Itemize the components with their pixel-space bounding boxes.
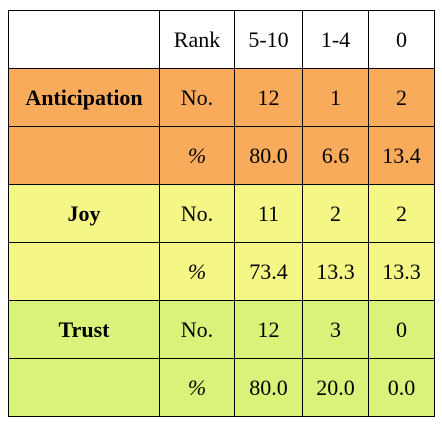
emotion-label: Joy <box>8 184 160 243</box>
value-cell: 2 <box>368 68 435 127</box>
value-cell: 13.3 <box>302 242 369 301</box>
value-cell: 3 <box>302 300 369 359</box>
value-cell: 20.0 <box>302 358 369 417</box>
table-row: Joy No. 11 2 2 <box>8 184 435 243</box>
emotion-label <box>8 358 160 417</box>
header-0: 0 <box>368 10 435 69</box>
value-cell: 13.3 <box>368 242 435 301</box>
table-row: % 80.0 20.0 0.0 <box>8 358 435 417</box>
value-cell: 12 <box>234 300 303 359</box>
header-rank: Rank <box>159 10 235 69</box>
value-cell: 1 <box>302 68 369 127</box>
value-cell: 73.4 <box>234 242 303 301</box>
metric-label: No. <box>159 68 235 127</box>
metric-label: No. <box>159 300 235 359</box>
value-cell: 12 <box>234 68 303 127</box>
metric-label: No. <box>159 184 235 243</box>
header-1-4: 1-4 <box>302 10 369 69</box>
value-cell: 2 <box>302 184 369 243</box>
table-row: % 73.4 13.3 13.3 <box>8 242 435 301</box>
table-header-row: Rank 5-10 1-4 0 <box>8 10 435 69</box>
value-cell: 6.6 <box>302 126 369 185</box>
value-cell: 80.0 <box>234 358 303 417</box>
value-cell: 13.4 <box>368 126 435 185</box>
value-cell: 0 <box>368 300 435 359</box>
table-container: Rank 5-10 1-4 0 Anticipation No. 12 1 2 … <box>8 10 435 417</box>
value-cell: 11 <box>234 184 303 243</box>
table-row: Trust No. 12 3 0 <box>8 300 435 359</box>
header-blank-cell <box>8 10 160 69</box>
value-cell: 2 <box>368 184 435 243</box>
table-row: % 80.0 6.6 13.4 <box>8 126 435 185</box>
metric-label: % <box>159 358 235 417</box>
value-cell: 0.0 <box>368 358 435 417</box>
emotion-label: Anticipation <box>8 68 160 127</box>
metric-label: % <box>159 126 235 185</box>
metric-label: % <box>159 242 235 301</box>
table-row: Anticipation No. 12 1 2 <box>8 68 435 127</box>
header-5-10: 5-10 <box>234 10 303 69</box>
emotion-label <box>8 242 160 301</box>
emotion-rank-table: Rank 5-10 1-4 0 Anticipation No. 12 1 2 … <box>8 10 435 417</box>
emotion-label <box>8 126 160 185</box>
value-cell: 80.0 <box>234 126 303 185</box>
emotion-label: Trust <box>8 300 160 359</box>
